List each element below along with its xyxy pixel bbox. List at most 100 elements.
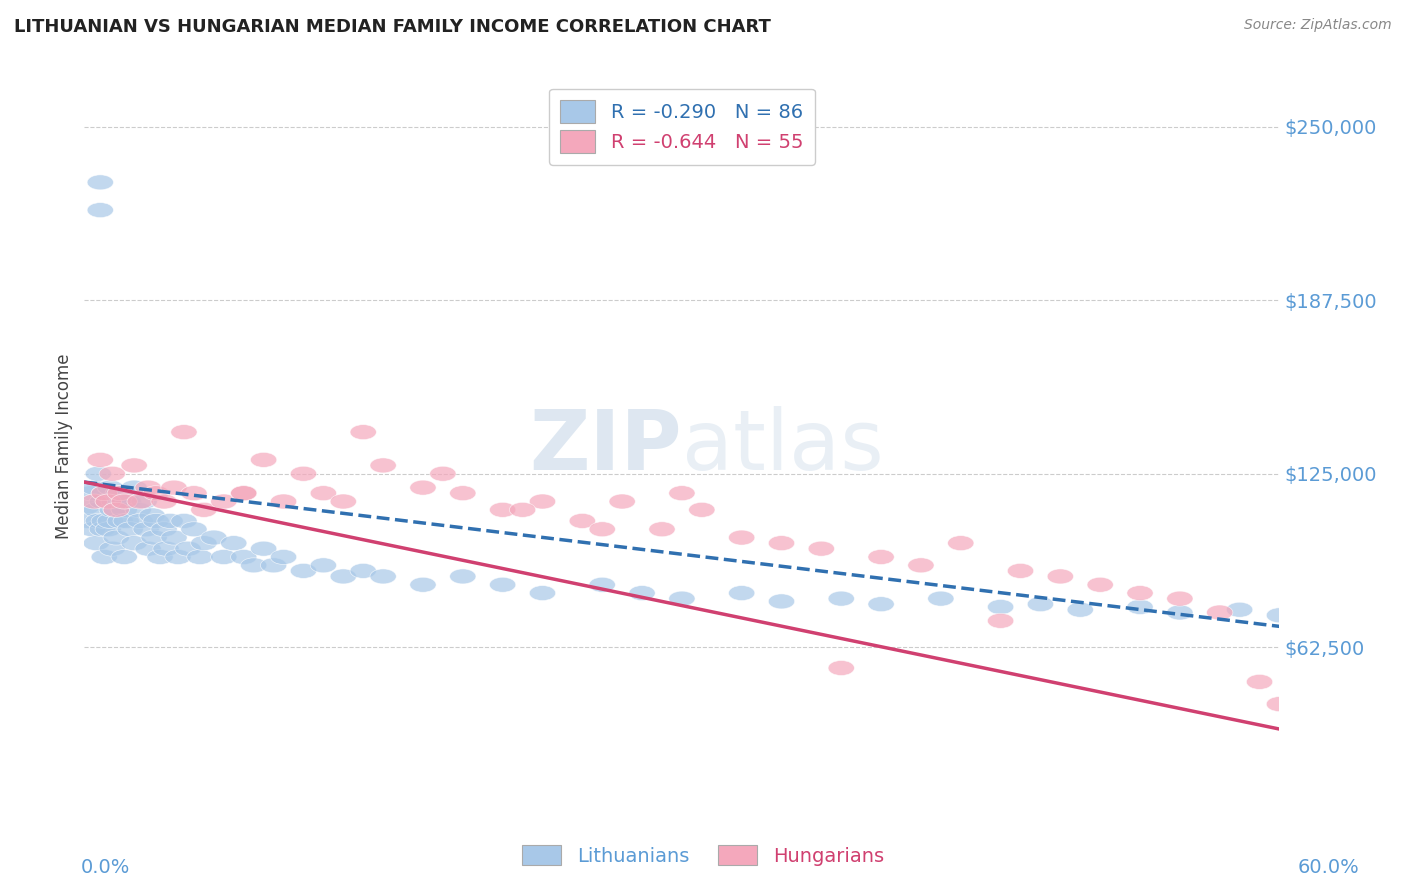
- Ellipse shape: [107, 514, 134, 528]
- Ellipse shape: [82, 494, 107, 509]
- Ellipse shape: [139, 508, 166, 523]
- Ellipse shape: [489, 502, 516, 517]
- Ellipse shape: [105, 485, 131, 500]
- Ellipse shape: [311, 485, 336, 500]
- Ellipse shape: [131, 494, 157, 509]
- Ellipse shape: [908, 558, 934, 573]
- Ellipse shape: [648, 522, 675, 537]
- Ellipse shape: [125, 502, 152, 517]
- Ellipse shape: [83, 502, 110, 517]
- Ellipse shape: [1126, 599, 1153, 615]
- Ellipse shape: [529, 494, 555, 509]
- Ellipse shape: [121, 535, 148, 550]
- Ellipse shape: [73, 500, 100, 515]
- Ellipse shape: [103, 530, 129, 545]
- Ellipse shape: [1167, 605, 1194, 620]
- Ellipse shape: [728, 530, 755, 545]
- Ellipse shape: [181, 485, 207, 500]
- Text: Source: ZipAtlas.com: Source: ZipAtlas.com: [1244, 18, 1392, 32]
- Ellipse shape: [135, 541, 162, 557]
- Ellipse shape: [450, 485, 477, 500]
- Ellipse shape: [240, 558, 267, 573]
- Text: ZIP: ZIP: [530, 406, 682, 486]
- Ellipse shape: [87, 452, 114, 467]
- Ellipse shape: [103, 502, 129, 517]
- Ellipse shape: [98, 502, 125, 517]
- Ellipse shape: [111, 502, 138, 517]
- Ellipse shape: [868, 549, 894, 565]
- Ellipse shape: [89, 522, 115, 537]
- Ellipse shape: [1167, 591, 1194, 607]
- Ellipse shape: [270, 549, 297, 565]
- Ellipse shape: [211, 494, 238, 509]
- Ellipse shape: [868, 597, 894, 612]
- Ellipse shape: [1206, 605, 1233, 620]
- Ellipse shape: [160, 480, 187, 495]
- Ellipse shape: [768, 594, 794, 609]
- Ellipse shape: [110, 494, 135, 509]
- Ellipse shape: [98, 467, 125, 482]
- Ellipse shape: [221, 535, 247, 550]
- Ellipse shape: [290, 467, 316, 482]
- Legend: R = -0.290   N = 86, R = -0.644   N = 55: R = -0.290 N = 86, R = -0.644 N = 55: [548, 88, 815, 165]
- Ellipse shape: [1267, 697, 1292, 712]
- Ellipse shape: [589, 522, 616, 537]
- Ellipse shape: [150, 494, 177, 509]
- Ellipse shape: [1028, 597, 1053, 612]
- Ellipse shape: [181, 522, 207, 537]
- Ellipse shape: [91, 549, 118, 565]
- Ellipse shape: [350, 425, 377, 440]
- Ellipse shape: [569, 514, 596, 528]
- Ellipse shape: [79, 522, 105, 537]
- Ellipse shape: [86, 514, 111, 528]
- Ellipse shape: [489, 577, 516, 592]
- Ellipse shape: [121, 458, 148, 473]
- Ellipse shape: [250, 452, 277, 467]
- Ellipse shape: [150, 522, 177, 537]
- Ellipse shape: [211, 549, 238, 565]
- Ellipse shape: [91, 514, 118, 528]
- Ellipse shape: [134, 522, 159, 537]
- Ellipse shape: [689, 502, 716, 517]
- Ellipse shape: [170, 425, 197, 440]
- Ellipse shape: [89, 494, 115, 509]
- Ellipse shape: [529, 585, 555, 600]
- Ellipse shape: [127, 514, 153, 528]
- Ellipse shape: [121, 480, 148, 495]
- Ellipse shape: [96, 494, 121, 509]
- Ellipse shape: [330, 569, 357, 584]
- Text: LITHUANIAN VS HUNGARIAN MEDIAN FAMILY INCOME CORRELATION CHART: LITHUANIAN VS HUNGARIAN MEDIAN FAMILY IN…: [14, 18, 770, 36]
- Ellipse shape: [828, 591, 855, 607]
- Ellipse shape: [808, 541, 835, 557]
- Ellipse shape: [101, 494, 128, 509]
- Ellipse shape: [146, 549, 173, 565]
- Ellipse shape: [370, 569, 396, 584]
- Ellipse shape: [669, 485, 695, 500]
- Ellipse shape: [928, 591, 955, 607]
- Ellipse shape: [1007, 564, 1033, 578]
- Ellipse shape: [1126, 585, 1153, 600]
- Ellipse shape: [350, 564, 377, 578]
- Ellipse shape: [82, 480, 107, 495]
- Ellipse shape: [117, 522, 143, 537]
- Ellipse shape: [96, 522, 121, 537]
- Ellipse shape: [153, 541, 179, 557]
- Ellipse shape: [628, 585, 655, 600]
- Ellipse shape: [330, 494, 357, 509]
- Ellipse shape: [1087, 577, 1114, 592]
- Ellipse shape: [201, 530, 226, 545]
- Ellipse shape: [987, 614, 1014, 628]
- Ellipse shape: [589, 577, 616, 592]
- Ellipse shape: [187, 549, 214, 565]
- Ellipse shape: [112, 514, 139, 528]
- Ellipse shape: [96, 494, 121, 509]
- Ellipse shape: [111, 549, 138, 565]
- Ellipse shape: [450, 569, 477, 584]
- Ellipse shape: [430, 467, 456, 482]
- Ellipse shape: [191, 535, 217, 550]
- Ellipse shape: [97, 480, 124, 495]
- Ellipse shape: [409, 480, 436, 495]
- Ellipse shape: [86, 467, 111, 482]
- Ellipse shape: [143, 514, 169, 528]
- Text: 60.0%: 60.0%: [1298, 857, 1360, 877]
